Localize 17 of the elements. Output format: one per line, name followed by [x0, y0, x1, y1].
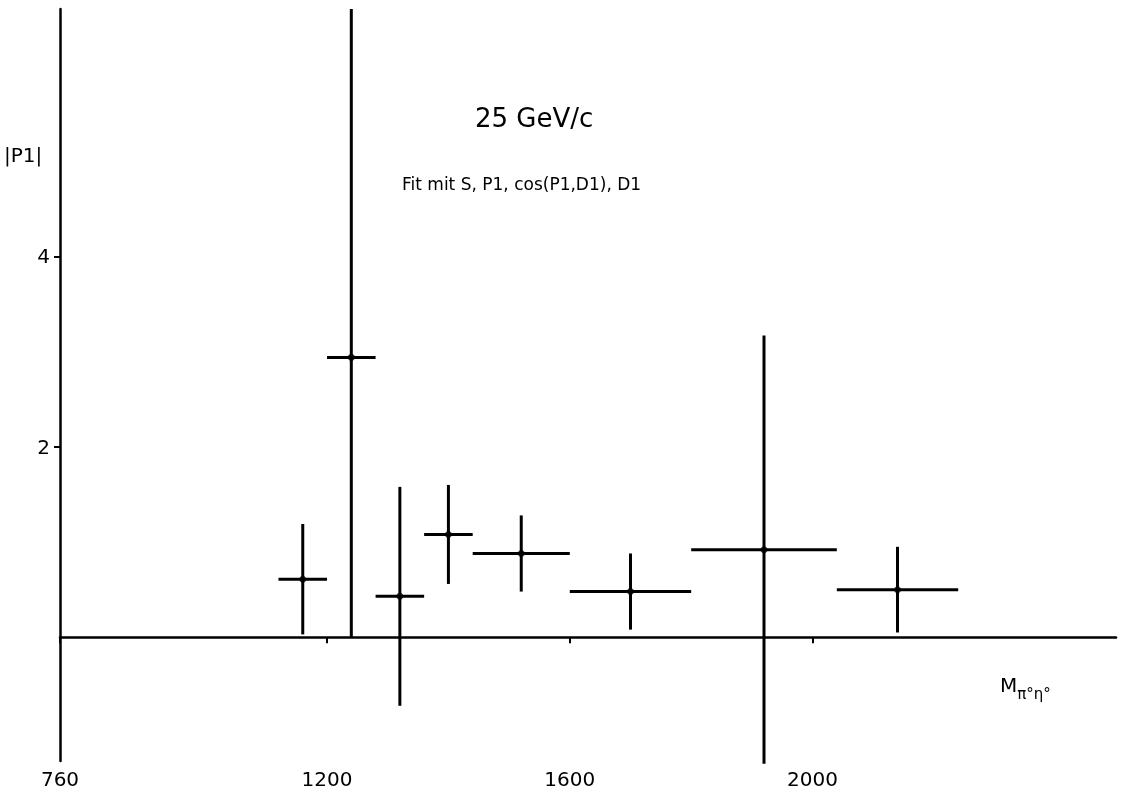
point — [517, 549, 525, 557]
point — [396, 592, 404, 600]
x-tick-label: 1600 — [544, 767, 596, 789]
x-tick-label: 2000 — [787, 767, 838, 789]
point — [626, 588, 634, 596]
point — [299, 575, 307, 583]
x-tick-label: 1200 — [301, 767, 353, 789]
point — [760, 546, 768, 554]
y-tick-label: 4 — [37, 244, 50, 269]
point — [444, 530, 452, 538]
text: Fit mit S, P1, cos(P1,D1), D1 — [402, 173, 642, 194]
text: 25 GeV/c — [475, 103, 594, 133]
point — [894, 586, 902, 594]
y-axis-title: |P1| — [4, 143, 43, 167]
x-tick-label: 760 — [40, 767, 80, 789]
y-tick-label: 2 — [37, 434, 50, 459]
point — [347, 353, 355, 361]
